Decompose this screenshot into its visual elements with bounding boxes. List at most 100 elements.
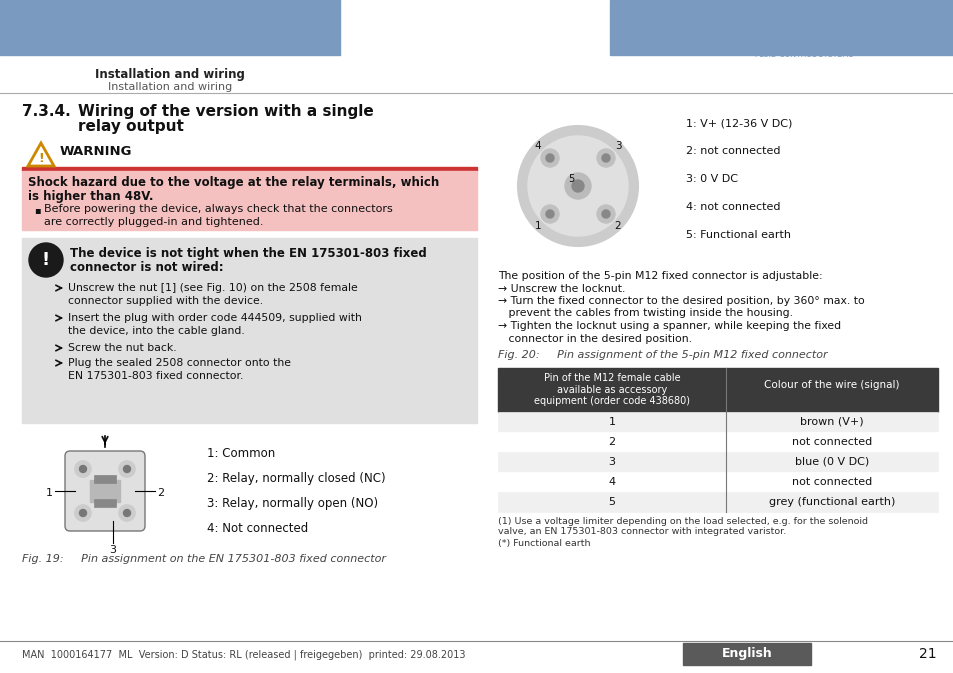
Bar (90, 480, 120, 502)
Text: 2: 2 (608, 437, 615, 447)
Circle shape (123, 466, 131, 472)
Bar (22, 167, 476, 171)
Text: Fig. 19:     Pin assignment on the EN 175301-803 fixed connector: Fig. 19: Pin assignment on the EN 175301… (22, 554, 386, 564)
Text: 3: 3 (614, 141, 620, 151)
Bar (0, 0, 339, 55)
Circle shape (564, 173, 590, 199)
Text: connector in the desired position.: connector in the desired position. (497, 334, 691, 343)
Text: (1) Use a voltage limiter depending on the load selected, e.g. for the solenoid
: (1) Use a voltage limiter depending on t… (497, 517, 867, 536)
Circle shape (601, 154, 609, 162)
Text: are correctly plugged-in and tightened.: are correctly plugged-in and tightened. (44, 217, 263, 227)
Text: 21: 21 (919, 647, 936, 661)
Text: WARNING: WARNING (60, 145, 132, 158)
Text: 2: not connected: 2: not connected (685, 146, 780, 156)
Bar (94, 499, 116, 507)
Text: Shock hazard due to the voltage at the relay terminals, which: Shock hazard due to the voltage at the r… (28, 176, 438, 189)
Bar (698, 14, 704, 17)
Text: the device, into the cable gland.: the device, into the cable gland. (68, 326, 245, 336)
Text: 1: V+ (12-36 V DC): 1: V+ (12-36 V DC) (685, 118, 792, 128)
Text: The position of the 5-pin M12 fixed connector is adjustable:: The position of the 5-pin M12 fixed conn… (497, 271, 821, 281)
Bar (497, 412, 725, 432)
Text: Wiring of the version with a single: Wiring of the version with a single (78, 104, 374, 119)
Text: (*) Functional earth: (*) Functional earth (497, 539, 590, 548)
Text: 4: 4 (534, 141, 540, 151)
Circle shape (119, 505, 135, 521)
Text: 1: 1 (534, 221, 540, 231)
Text: 5: Functional earth: 5: Functional earth (685, 230, 790, 240)
Text: 3: 3 (109, 545, 116, 555)
Text: grey (functional earth): grey (functional earth) (768, 497, 894, 507)
Circle shape (527, 136, 627, 236)
Bar (22, 238, 476, 423)
Text: connector supplied with the device.: connector supplied with the device. (68, 296, 263, 306)
Text: !: ! (38, 151, 44, 164)
Circle shape (540, 149, 558, 167)
Bar (497, 104, 676, 266)
Text: Plug the sealed 2508 connector onto the: Plug the sealed 2508 connector onto the (68, 358, 291, 368)
Bar (497, 368, 937, 512)
Text: connector is not wired:: connector is not wired: (70, 261, 223, 274)
Text: MAN  1000164177  ML  Version: D Status: RL (released | freigegeben)  printed: 29: MAN 1000164177 ML Version: D Status: RL … (22, 650, 465, 660)
Text: Unscrew the nut [1] (see Fig. 10) on the 2508 female: Unscrew the nut [1] (see Fig. 10) on the… (68, 283, 357, 293)
Bar (497, 432, 725, 452)
Circle shape (572, 180, 583, 192)
Text: 5: 5 (608, 497, 615, 507)
Text: 5: 5 (567, 174, 574, 184)
Circle shape (119, 461, 135, 477)
Circle shape (79, 466, 87, 472)
Text: EN 175301-803 fixed connector.: EN 175301-803 fixed connector. (68, 371, 243, 381)
Text: Installation and wiring: Installation and wiring (108, 82, 232, 92)
Bar (609, 0, 953, 55)
Bar (707, 14, 714, 17)
Bar (497, 492, 725, 512)
Circle shape (75, 461, 91, 477)
Bar (725, 472, 937, 492)
Text: 3: Relay, normally open (NO): 3: Relay, normally open (NO) (207, 497, 377, 510)
Text: → Tighten the locknut using a spanner, while keeping the fixed: → Tighten the locknut using a spanner, w… (497, 321, 841, 331)
Text: 2: Relay, normally closed (NC): 2: Relay, normally closed (NC) (207, 472, 385, 485)
Circle shape (75, 505, 91, 521)
Text: blue (0 V DC): blue (0 V DC) (794, 457, 868, 467)
Bar (22, 171, 476, 230)
Circle shape (545, 154, 554, 162)
Text: → Unscrew the locknut.: → Unscrew the locknut. (497, 283, 625, 293)
Text: 1: 1 (46, 488, 53, 498)
Bar (94, 475, 116, 483)
Circle shape (540, 205, 558, 223)
Text: 4: not connected: 4: not connected (685, 202, 780, 212)
Text: 4: 4 (608, 477, 615, 487)
Text: 1: Common: 1: Common (207, 447, 275, 460)
Bar (725, 368, 937, 412)
Text: 4: Not connected: 4: Not connected (207, 522, 308, 535)
FancyBboxPatch shape (65, 451, 145, 531)
Text: → Turn the fixed connector to the desired position, by 360° max. to: → Turn the fixed connector to the desire… (497, 296, 863, 306)
Text: Before powering the device, always check that the connectors: Before powering the device, always check… (44, 204, 393, 214)
Bar (718, 14, 747, 17)
Text: Fig. 20:     Pin assignment of the 5-pin M12 fixed connector: Fig. 20: Pin assignment of the 5-pin M12… (497, 350, 827, 360)
Circle shape (545, 210, 554, 218)
Circle shape (597, 205, 615, 223)
Bar (725, 452, 937, 472)
Text: not connected: not connected (791, 477, 871, 487)
Bar (497, 452, 725, 472)
Text: Pin of the M12 female cable
available as accessory
equipment (order code 438680): Pin of the M12 female cable available as… (534, 373, 689, 406)
Text: 7.3.4.: 7.3.4. (22, 104, 71, 119)
Circle shape (601, 210, 609, 218)
Circle shape (79, 509, 87, 516)
Text: prevent the cables from twisting inside the housing.: prevent the cables from twisting inside … (497, 308, 792, 318)
Circle shape (29, 243, 63, 277)
Text: The device is not tight when the EN 175301-803 fixed: The device is not tight when the EN 1753… (70, 247, 426, 260)
Text: English: English (720, 647, 772, 660)
Bar (22, 431, 476, 549)
Text: FLUID CONTROL SYSTEMS: FLUID CONTROL SYSTEMS (754, 50, 853, 59)
Text: Screw the nut back.: Screw the nut back. (68, 343, 176, 353)
Circle shape (597, 149, 615, 167)
Text: is higher than 48V.: is higher than 48V. (28, 190, 153, 203)
Text: not connected: not connected (791, 437, 871, 447)
Text: 3: 3 (608, 457, 615, 467)
Bar (682, 643, 810, 665)
Bar (61, 447, 149, 535)
Text: bürkert: bürkert (754, 28, 847, 48)
Text: brown (V+): brown (V+) (800, 417, 862, 427)
Bar (497, 472, 725, 492)
